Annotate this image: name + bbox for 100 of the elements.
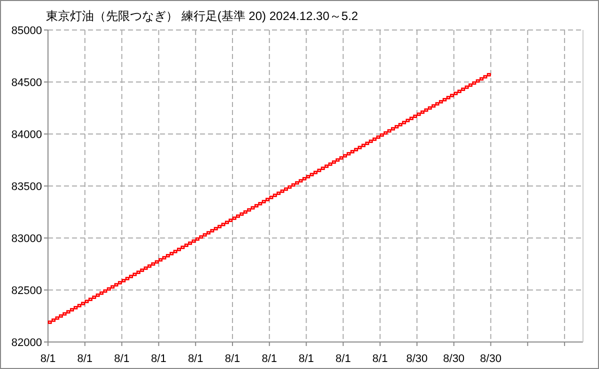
bar xyxy=(442,98,447,102)
x-tick-label: 8/1 xyxy=(77,353,93,365)
bar xyxy=(420,110,424,114)
bar xyxy=(269,196,274,200)
bar xyxy=(170,252,174,256)
bar xyxy=(132,272,137,276)
bar xyxy=(432,104,436,108)
bar xyxy=(454,92,458,96)
bar xyxy=(332,160,336,164)
bar xyxy=(247,208,252,212)
bar xyxy=(346,152,351,156)
bar xyxy=(243,210,248,214)
bar xyxy=(162,256,166,260)
bar xyxy=(258,202,262,206)
x-tick-label: 8/1 xyxy=(262,353,278,365)
bar xyxy=(266,198,270,202)
bar xyxy=(154,260,159,264)
bar xyxy=(66,310,70,314)
bar xyxy=(232,216,236,220)
bar xyxy=(461,88,466,91)
bar xyxy=(184,244,188,247)
bar xyxy=(291,183,296,187)
bar xyxy=(324,164,329,168)
bar xyxy=(409,116,414,120)
bar xyxy=(387,129,392,133)
bar xyxy=(390,127,395,130)
bar xyxy=(394,125,399,128)
bar xyxy=(384,131,388,135)
bar xyxy=(435,102,440,106)
bar xyxy=(368,140,373,143)
bar xyxy=(221,222,226,226)
y-tick-label: 85000 xyxy=(11,25,42,37)
bar xyxy=(361,144,366,148)
bar xyxy=(218,224,222,228)
x-tick-label: 8/1 xyxy=(336,353,351,365)
bar xyxy=(81,302,86,306)
bar xyxy=(438,100,443,104)
bar xyxy=(58,314,63,318)
bar xyxy=(147,264,152,268)
bar xyxy=(195,237,200,241)
bar xyxy=(140,268,144,272)
bar xyxy=(188,242,192,245)
x-tick-label: 8/1 xyxy=(40,353,56,365)
bar xyxy=(192,239,196,243)
bar xyxy=(339,156,344,160)
x-tick-label: 8/1 xyxy=(372,353,388,365)
x-tick-label: 8/1 xyxy=(114,353,130,365)
bar xyxy=(276,192,281,195)
x-tick-label: 8/30 xyxy=(480,353,502,365)
bar xyxy=(106,287,111,291)
bar xyxy=(122,278,126,282)
bar xyxy=(100,291,104,295)
bar xyxy=(70,308,74,312)
bar xyxy=(284,187,288,191)
bar xyxy=(151,262,156,266)
x-tick-label: 8/30 xyxy=(443,353,465,365)
bar xyxy=(210,229,214,232)
bar xyxy=(476,79,480,83)
y-tick-label: 82000 xyxy=(11,337,42,349)
bar xyxy=(472,81,476,85)
x-tick-label: 8/1 xyxy=(151,353,166,365)
bar xyxy=(306,174,310,178)
bar xyxy=(214,226,218,230)
bar xyxy=(250,206,255,210)
bar xyxy=(77,304,82,308)
bar xyxy=(336,158,340,162)
x-tick-label: 8/30 xyxy=(406,353,428,365)
bar xyxy=(317,168,322,172)
bar xyxy=(62,312,67,316)
chart-title: 東京灯油（先限つなぎ） 練行足(基準 20) 2024.12.30～5.2 xyxy=(46,9,358,23)
bar xyxy=(302,177,306,180)
bar xyxy=(166,254,170,258)
bar xyxy=(328,162,332,166)
bar xyxy=(310,172,314,176)
bar xyxy=(468,83,472,87)
bar xyxy=(199,235,204,239)
bar xyxy=(158,258,163,262)
y-tick-label: 82500 xyxy=(11,285,42,297)
bar xyxy=(295,181,300,185)
bar xyxy=(206,231,210,234)
bar xyxy=(92,296,96,299)
bar xyxy=(428,106,432,110)
bar xyxy=(55,316,60,320)
bar xyxy=(129,274,134,278)
bar xyxy=(125,276,130,280)
bar xyxy=(236,214,240,218)
bar xyxy=(464,86,469,89)
bar xyxy=(372,138,377,141)
bar xyxy=(483,75,488,78)
bar xyxy=(413,114,418,118)
bar xyxy=(74,306,78,310)
bar xyxy=(398,122,402,126)
bar xyxy=(406,118,410,122)
bar xyxy=(314,170,318,174)
bar xyxy=(262,200,266,204)
bar xyxy=(180,246,185,250)
bar xyxy=(446,96,450,100)
bar xyxy=(88,298,92,302)
bar xyxy=(298,179,303,182)
bar xyxy=(254,204,258,208)
